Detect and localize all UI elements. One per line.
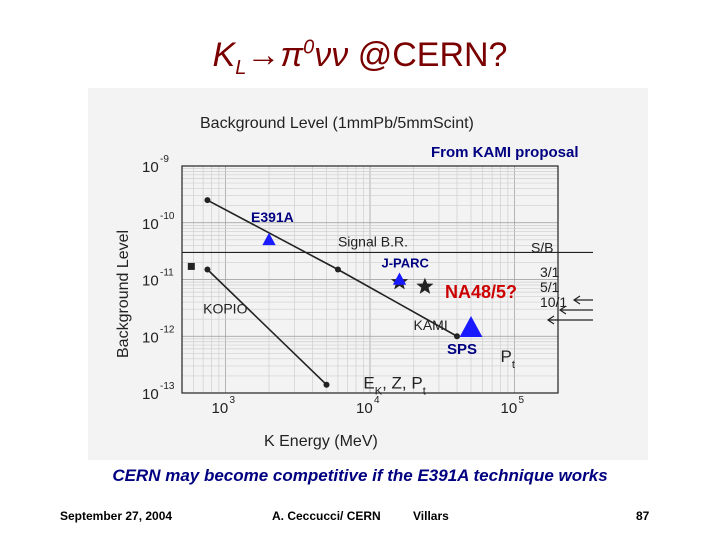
overlay-label: E391A (251, 209, 294, 225)
arrow-10-1 (546, 315, 593, 325)
signal-br-label: Signal B.R. (338, 233, 408, 249)
y-tick-exponent: -12 (160, 324, 175, 335)
series-line-2 (206, 268, 328, 386)
y-tick-label: 10 (142, 329, 159, 346)
annotation-label: 3/1 (540, 264, 560, 280)
overlay: From KAMI proposal E391A J-PARC NA48/5? SPS (251, 144, 579, 358)
annotation-label: Pt (500, 347, 514, 371)
y-tick-label: 10 (142, 273, 159, 290)
series-point (453, 333, 460, 340)
square-marker (187, 262, 195, 270)
x-tick-label: 10 (356, 400, 373, 417)
overlay-label: J-PARC (381, 256, 429, 271)
background-level-chart: Background Level (1mmPb/5mmScint) K Ener… (115, 115, 593, 450)
annotation-label: 10/1 (540, 294, 567, 310)
overlay-triangle (262, 232, 276, 246)
grid (181, 165, 559, 394)
series-point (204, 266, 211, 273)
series (204, 197, 460, 388)
chart-background (88, 88, 648, 460)
signal-br-reference: Signal B.R. (182, 233, 593, 254)
y-tick-label: 10 (142, 159, 159, 176)
sb-arrows (546, 295, 593, 325)
arrow-3-1 (572, 295, 593, 305)
overlay-header: From KAMI proposal (431, 144, 579, 161)
y-tick-exponent: -9 (160, 154, 169, 165)
slide-title: KL→π0νν @CERN? (212, 36, 508, 79)
y-tick-exponent: -10 (160, 211, 175, 222)
series-point (334, 266, 341, 273)
x-tick-exponent: 4 (374, 395, 380, 406)
footer-venue: Villars (413, 509, 449, 523)
y-tick-label: 10 (142, 216, 159, 233)
y-tick-label: 10 (142, 386, 159, 403)
caption: CERN may become competitive if the E391A… (112, 466, 608, 485)
annotation-label: KOPIO (203, 301, 247, 317)
y-tick-exponent: -13 (160, 381, 175, 392)
x-tick-label: 10 (501, 400, 518, 417)
star-marker (416, 277, 434, 294)
footer-date: September 27, 2004 (60, 509, 173, 523)
overlay-label: NA48/5? (445, 282, 517, 302)
plot-frame (181, 165, 559, 394)
x-tick-exponent: 3 (229, 395, 235, 406)
annotation-label: S/B (531, 239, 554, 255)
x-tick-exponent: 5 (519, 395, 525, 406)
footer-author: A. Ceccucci/ CERN (272, 509, 381, 523)
annotation-label: 5/1 (540, 279, 560, 295)
series-point (204, 197, 211, 204)
annotation-label: KAMI (413, 317, 447, 333)
annotation-label: EK, Z, Pt (363, 374, 425, 398)
overlay-triangle (459, 315, 483, 337)
arrow-5-1 (558, 305, 593, 315)
y-tick-exponent: -11 (160, 268, 174, 279)
overlay-triangle (392, 272, 407, 285)
y-axis-label: Background Level (115, 230, 132, 358)
footer-page: 87 (636, 509, 650, 523)
x-axis-label: K Energy (MeV) (264, 433, 378, 450)
chart-title: Background Level (1mmPb/5mmScint) (200, 115, 474, 132)
overlay-label: SPS (447, 341, 477, 358)
series-point (323, 381, 330, 388)
x-tick-label: 10 (211, 400, 228, 417)
